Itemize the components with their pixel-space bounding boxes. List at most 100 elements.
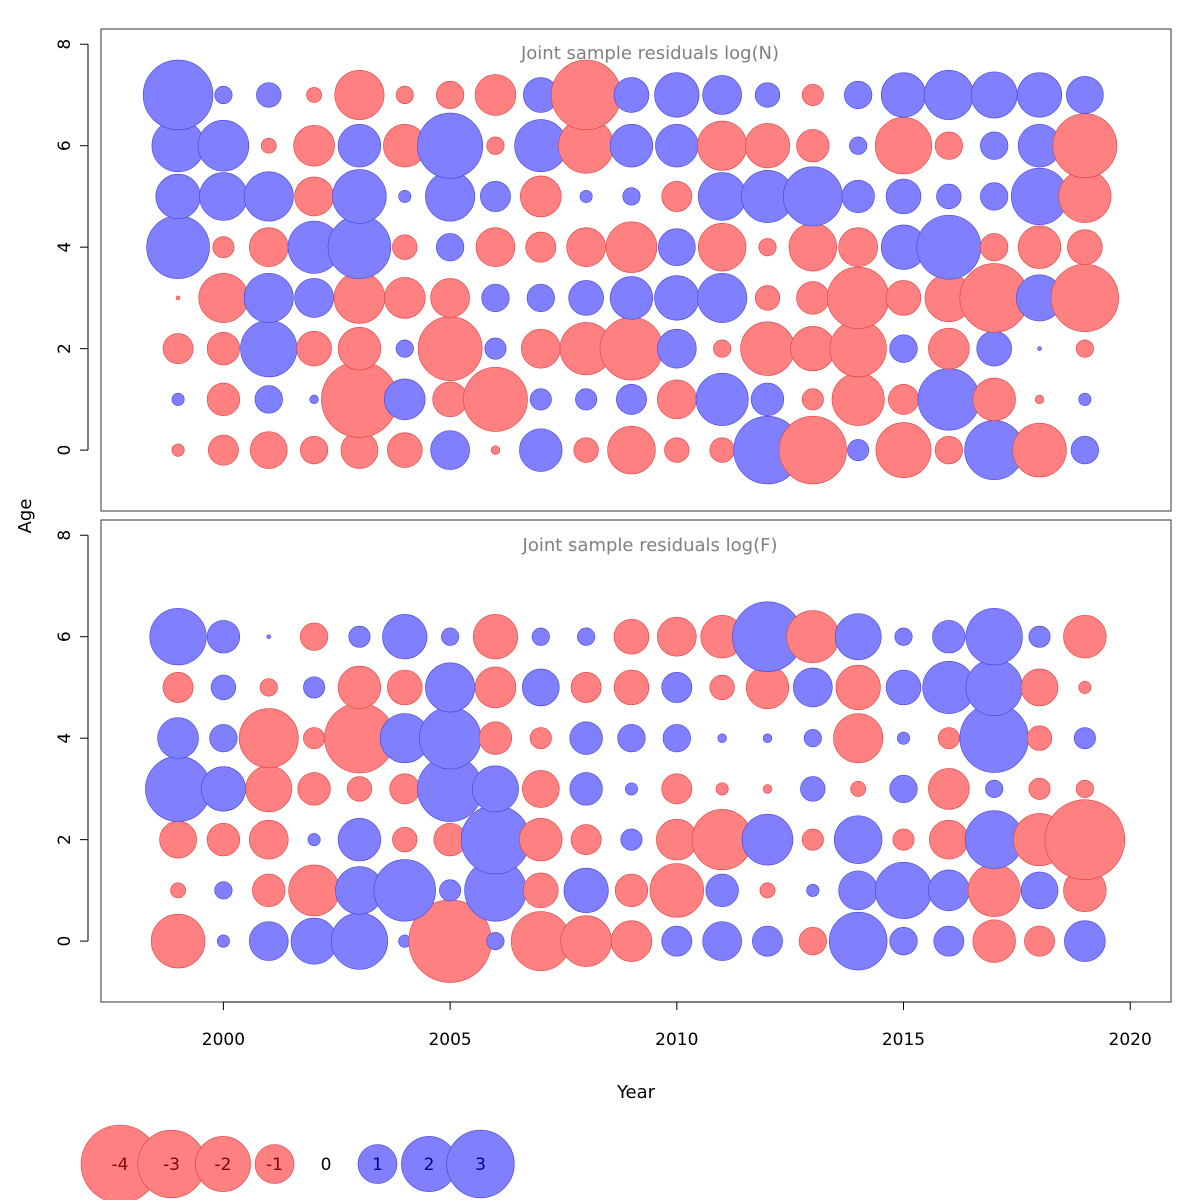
residual-bubble xyxy=(613,618,650,655)
residual-bubble xyxy=(800,776,826,802)
residual-bubble xyxy=(778,416,847,485)
residual-bubble xyxy=(624,782,638,796)
residual-bubble xyxy=(965,658,1023,716)
y-tick-label: 0 xyxy=(55,445,75,456)
residual-bubble xyxy=(206,382,241,416)
residual-bubble xyxy=(1073,727,1096,750)
legend-label: 1 xyxy=(372,1155,383,1175)
residual-bubble xyxy=(294,176,334,217)
residual-bubble xyxy=(425,662,476,713)
residual-bubble xyxy=(210,674,237,701)
residual-bubble xyxy=(835,664,881,710)
legend-bubble xyxy=(357,1144,398,1184)
residual-bubble xyxy=(928,768,970,810)
residual-bubble xyxy=(697,120,748,171)
residual-bubble xyxy=(1016,72,1063,118)
residual-bubble xyxy=(758,238,777,257)
residual-bubble xyxy=(875,422,932,478)
residual-bubble xyxy=(392,827,418,853)
residual-bubble xyxy=(348,625,371,648)
y-tick-label: 6 xyxy=(55,631,75,642)
residual-bubble xyxy=(745,665,790,710)
legend-label: -1 xyxy=(266,1155,283,1175)
residual-bubble xyxy=(206,332,241,366)
residual-bubble xyxy=(705,873,739,907)
y-tick-label: 4 xyxy=(55,242,75,253)
residual-bubble xyxy=(472,765,519,813)
residual-bubble xyxy=(206,620,241,654)
residual-bubble xyxy=(550,59,622,131)
residual-bubble xyxy=(1070,436,1099,465)
residual-bubble xyxy=(472,614,518,660)
y-tick-label: 8 xyxy=(55,39,75,50)
residual-bubble xyxy=(614,873,649,907)
x-tick-label: 2020 xyxy=(1109,1030,1152,1050)
residual-bubble xyxy=(889,927,918,956)
residual-bubble xyxy=(798,927,827,956)
residual-bubble xyxy=(384,277,426,319)
residual-bubble xyxy=(709,437,735,463)
residual-bubble xyxy=(894,627,913,646)
residual-bubble xyxy=(175,295,181,301)
residual-bubble xyxy=(933,925,965,957)
residual-bubble xyxy=(937,727,960,750)
residual-bubble xyxy=(649,863,704,918)
residual-bubble xyxy=(657,328,697,369)
residual-bubble xyxy=(697,222,747,272)
residual-bubble xyxy=(293,124,335,167)
residual-bubble xyxy=(970,71,1018,119)
residual-bubble xyxy=(252,873,286,907)
residual-bubble xyxy=(801,83,824,106)
residual-bubble xyxy=(481,283,510,312)
residual-bubble xyxy=(833,815,883,864)
residual-bubble xyxy=(1078,392,1092,406)
residual-bubble xyxy=(656,818,698,861)
residual-bubble xyxy=(928,869,970,912)
residual-bubble xyxy=(885,178,922,215)
residual-bubble xyxy=(418,707,482,770)
residual-bubble xyxy=(212,236,235,259)
panel-log-n-y-axis: 0 2 4 6 8 xyxy=(55,39,89,456)
residual-bubble xyxy=(157,717,199,759)
panel-log-n-title: Joint sample residuals log(N) xyxy=(520,43,779,64)
residual-bubble xyxy=(373,859,436,922)
residual-bubble xyxy=(171,392,185,406)
residual-bubble xyxy=(1066,76,1104,114)
residual-bubble xyxy=(529,388,552,411)
residual-bubble xyxy=(965,608,1023,666)
residual-bubble xyxy=(1058,169,1112,223)
residual-bubble xyxy=(744,123,791,169)
residual-bubble xyxy=(520,175,562,218)
residual-bubble xyxy=(570,672,602,703)
y-tick-label: 4 xyxy=(55,733,75,744)
residual-bubble xyxy=(332,169,387,224)
residual-bubble xyxy=(844,80,873,110)
residual-bubble xyxy=(1044,799,1126,880)
residual-bubble xyxy=(484,337,507,360)
residual-bubble xyxy=(658,228,696,266)
x-tick-label: 2015 xyxy=(882,1030,925,1050)
residual-bubble xyxy=(967,863,1021,917)
residual-bubble xyxy=(841,179,875,214)
residual-bubble xyxy=(486,932,505,951)
residual-bubble xyxy=(976,330,1012,367)
residual-bubble xyxy=(762,784,773,794)
residual-bubble xyxy=(759,882,776,899)
x-tick-label: 2010 xyxy=(655,1030,698,1050)
residual-bubble xyxy=(198,272,249,323)
legend-label: -2 xyxy=(215,1155,232,1175)
residual-bubble xyxy=(266,634,272,639)
residual-bubble xyxy=(430,430,470,470)
residual-bubble xyxy=(337,665,382,710)
residual-bubble xyxy=(288,864,340,917)
panel-log-n-bubbles xyxy=(142,59,1119,485)
residual-bubble xyxy=(296,330,332,367)
residual-bubble xyxy=(1026,725,1053,751)
residual-bubble xyxy=(788,222,838,272)
residual-bubble xyxy=(290,917,338,965)
residual-bubble xyxy=(1012,422,1067,478)
residual-bubble xyxy=(796,281,830,315)
residual-bubble xyxy=(662,724,691,753)
residual-bubble xyxy=(327,215,392,279)
residual-bubble xyxy=(917,368,980,431)
